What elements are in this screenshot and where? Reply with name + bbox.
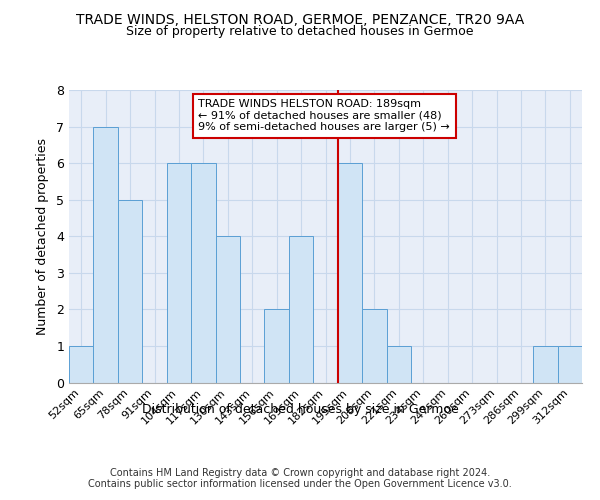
- Bar: [167, 163, 191, 382]
- Y-axis label: Number of detached properties: Number of detached properties: [36, 138, 49, 335]
- Text: Contains HM Land Registry data © Crown copyright and database right 2024.
Contai: Contains HM Land Registry data © Crown c…: [88, 468, 512, 489]
- Bar: [338, 163, 362, 382]
- Text: Distribution of detached houses by size in Germoe: Distribution of detached houses by size …: [142, 402, 458, 415]
- Bar: [215, 236, 240, 382]
- Bar: [265, 310, 289, 382]
- Bar: [533, 346, 557, 383]
- Text: Size of property relative to detached houses in Germoe: Size of property relative to detached ho…: [126, 25, 474, 38]
- Bar: [289, 236, 313, 382]
- Text: TRADE WINDS, HELSTON ROAD, GERMOE, PENZANCE, TR20 9AA: TRADE WINDS, HELSTON ROAD, GERMOE, PENZA…: [76, 12, 524, 26]
- Bar: [386, 346, 411, 383]
- Text: TRADE WINDS HELSTON ROAD: 189sqm
← 91% of detached houses are smaller (48)
9% of: TRADE WINDS HELSTON ROAD: 189sqm ← 91% o…: [199, 99, 450, 132]
- Bar: [69, 346, 94, 383]
- Bar: [362, 310, 386, 382]
- Bar: [557, 346, 582, 383]
- Bar: [118, 200, 142, 382]
- Bar: [191, 163, 215, 382]
- Bar: [94, 126, 118, 382]
